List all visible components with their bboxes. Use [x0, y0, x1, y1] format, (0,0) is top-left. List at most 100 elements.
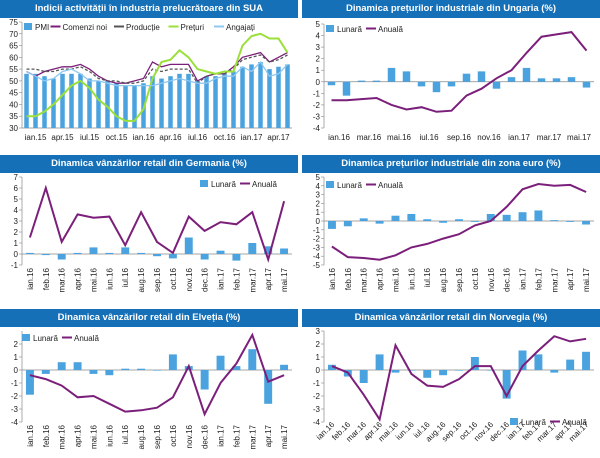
x-tick-label: mai.17	[567, 133, 592, 142]
bar	[159, 78, 164, 128]
bar	[492, 81, 501, 89]
bar	[177, 73, 182, 128]
y-tick-label: 0	[316, 366, 321, 375]
chart-panel-3: Dinamica prețurilor industriale din zona…	[302, 155, 600, 303]
legend-label: Anuală	[378, 181, 403, 190]
bar	[264, 246, 273, 254]
x-tick-label: dec.16	[201, 267, 210, 292]
legend-label: Lunară	[211, 180, 236, 189]
bar	[285, 64, 290, 128]
y-tick-label: 50	[9, 77, 18, 86]
legend-label: Lunară	[337, 25, 362, 34]
x-tick-label: mar.16	[58, 424, 67, 449]
legend-label: Lunară	[337, 181, 362, 190]
bar	[407, 213, 416, 221]
y-tick-label: 5	[14, 195, 19, 204]
chart-title: Dinamica vânzărilor retail din Elveția (…	[0, 309, 298, 327]
x-tick-label: apr.17	[566, 267, 575, 290]
x-tick-label: feb.17	[232, 267, 241, 290]
bar	[150, 76, 155, 128]
bar	[432, 81, 441, 93]
series-line	[331, 335, 587, 422]
x-tick-label: iun.16	[394, 420, 416, 442]
x-tick-label: ian.16	[26, 267, 35, 289]
legend: Lunară Anuală	[510, 418, 587, 427]
bar	[267, 69, 272, 128]
x-tick-label: oct.16	[169, 424, 178, 446]
bar	[486, 370, 495, 371]
x-tick-label: apr.16	[74, 424, 83, 447]
y-tick-label: -1	[313, 226, 321, 235]
x-tick-label: nov.16	[185, 267, 194, 291]
x-tick-label: feb.17	[232, 424, 241, 447]
x-tick-label: mar.17	[537, 133, 562, 142]
series-line	[331, 182, 587, 261]
y-tick-label: -3	[313, 112, 321, 121]
bar	[153, 254, 161, 257]
legend-label: Lunară	[521, 418, 546, 427]
y-tick-label: -1	[313, 379, 321, 388]
x-tick-label: mai.17	[582, 267, 591, 292]
x-tick-label: ian.16	[26, 424, 35, 446]
bar	[276, 66, 281, 128]
series-line	[26, 32, 289, 122]
y-tick-label: 0	[14, 366, 19, 375]
bar	[567, 77, 576, 82]
legend-swatch	[22, 334, 30, 341]
legend-swatch	[200, 180, 208, 187]
bar	[582, 81, 591, 88]
y-tick-label: 3	[316, 327, 321, 336]
bar	[168, 354, 177, 370]
bar	[522, 67, 531, 82]
y-tick-label: -2	[313, 392, 321, 401]
x-tick-label: apr.16	[376, 267, 385, 290]
y-tick-label: 4	[316, 182, 321, 191]
bar	[423, 370, 432, 378]
bar	[280, 248, 289, 254]
bar	[200, 370, 209, 390]
x-tick-label: iun.16	[105, 267, 114, 289]
y-tick-label: 3	[316, 191, 321, 200]
x-tick-label: oct.16	[471, 267, 480, 289]
bar	[407, 370, 416, 371]
bar	[391, 370, 400, 373]
x-tick-label: feb.17	[534, 267, 543, 290]
x-tick-label: iul.16	[419, 133, 439, 142]
bar	[232, 254, 241, 261]
x-tick-label: ian.17	[217, 424, 226, 446]
bar	[534, 210, 543, 221]
y-tick-label: -3	[313, 405, 321, 414]
legend-label: Anuală	[378, 25, 403, 34]
bar	[57, 362, 66, 370]
bar	[41, 370, 50, 374]
bar	[375, 221, 384, 224]
y-tick-label: 0	[14, 250, 19, 259]
x-tick-label: mar.17	[550, 267, 559, 292]
y-tick-label: 30	[9, 124, 18, 133]
x-tick-label: ian.17	[217, 267, 226, 289]
bar	[232, 366, 241, 370]
legend-label: Anuală	[74, 334, 99, 343]
bar	[455, 370, 463, 371]
legend-label: Angajați	[226, 23, 255, 32]
x-tick-label: oct.16	[169, 267, 178, 289]
x-tick-label: mai.16	[391, 267, 400, 292]
bar	[423, 219, 432, 221]
bar	[391, 215, 400, 221]
series-line	[331, 31, 588, 113]
bar	[137, 252, 146, 254]
bar	[566, 359, 575, 370]
y-tick-label: 3	[316, 43, 321, 52]
bar	[186, 73, 191, 128]
y-tick-label: -3	[11, 405, 19, 414]
bar	[417, 81, 426, 87]
bar	[60, 73, 65, 128]
y-tick-label: 60	[9, 53, 18, 62]
bar	[89, 247, 98, 254]
series-line	[26, 60, 288, 87]
bar	[96, 80, 101, 128]
x-tick-label: dec.16	[201, 424, 210, 449]
x-tick-label: mar.16	[58, 267, 67, 292]
chart-svg: -1 0 1 2 3 4 5 6 7 ian.16 feb.16 mar.16 apr.16 mai.16…	[11, 173, 292, 292]
chart-title: Dinamica prețurilor industriale din Unga…	[302, 0, 600, 18]
